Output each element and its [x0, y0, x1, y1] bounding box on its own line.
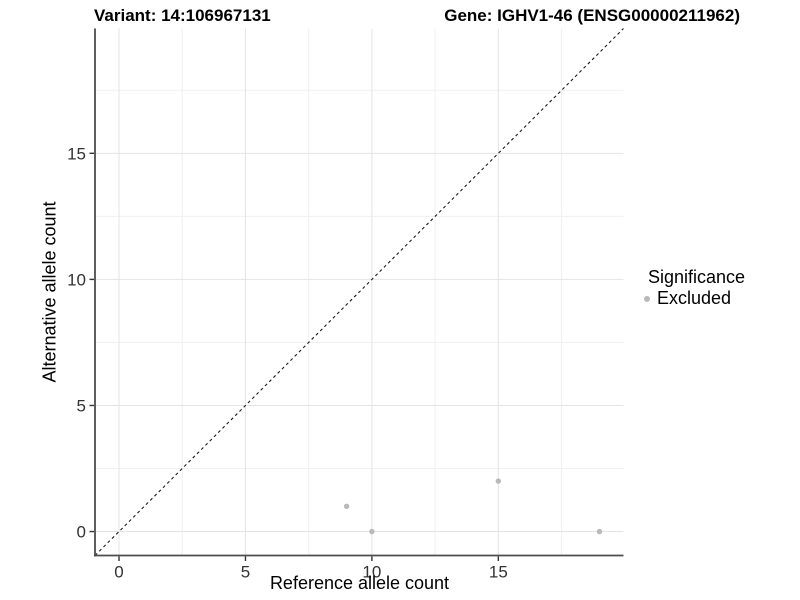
legend-key [640, 292, 654, 306]
legend-item-excluded: Excluded [640, 288, 745, 309]
x-axis-title: Reference allele count [269, 573, 450, 593]
y-tick-label: 15 [67, 144, 86, 163]
data-point [495, 478, 502, 484]
y-tick-label: 0 [77, 523, 86, 542]
y-axis-title: Alternative allele count [39, 201, 60, 383]
x-tick-label: 0 [114, 563, 123, 582]
legend: Significance Excluded [640, 266, 745, 309]
y-tick-label: 5 [77, 396, 86, 415]
y-tick-label: 10 [67, 270, 86, 289]
data-point [596, 528, 603, 535]
identity-dashed-line [94, 28, 624, 556]
legend-item-label: Excluded [657, 288, 732, 308]
legend-title: Significance [648, 267, 746, 287]
gene-title: Gene: IGHV1-46 (ENSG00000211962) [444, 6, 740, 25]
excluded-point-icon [644, 295, 650, 302]
x-tick-label: 15 [489, 563, 508, 582]
variant-title: Variant: 14:106967131 [94, 6, 271, 25]
data-point [343, 503, 350, 510]
x-tick-label: 5 [241, 563, 250, 582]
data-point [369, 528, 375, 535]
x-tick-label: 10 [362, 563, 381, 582]
